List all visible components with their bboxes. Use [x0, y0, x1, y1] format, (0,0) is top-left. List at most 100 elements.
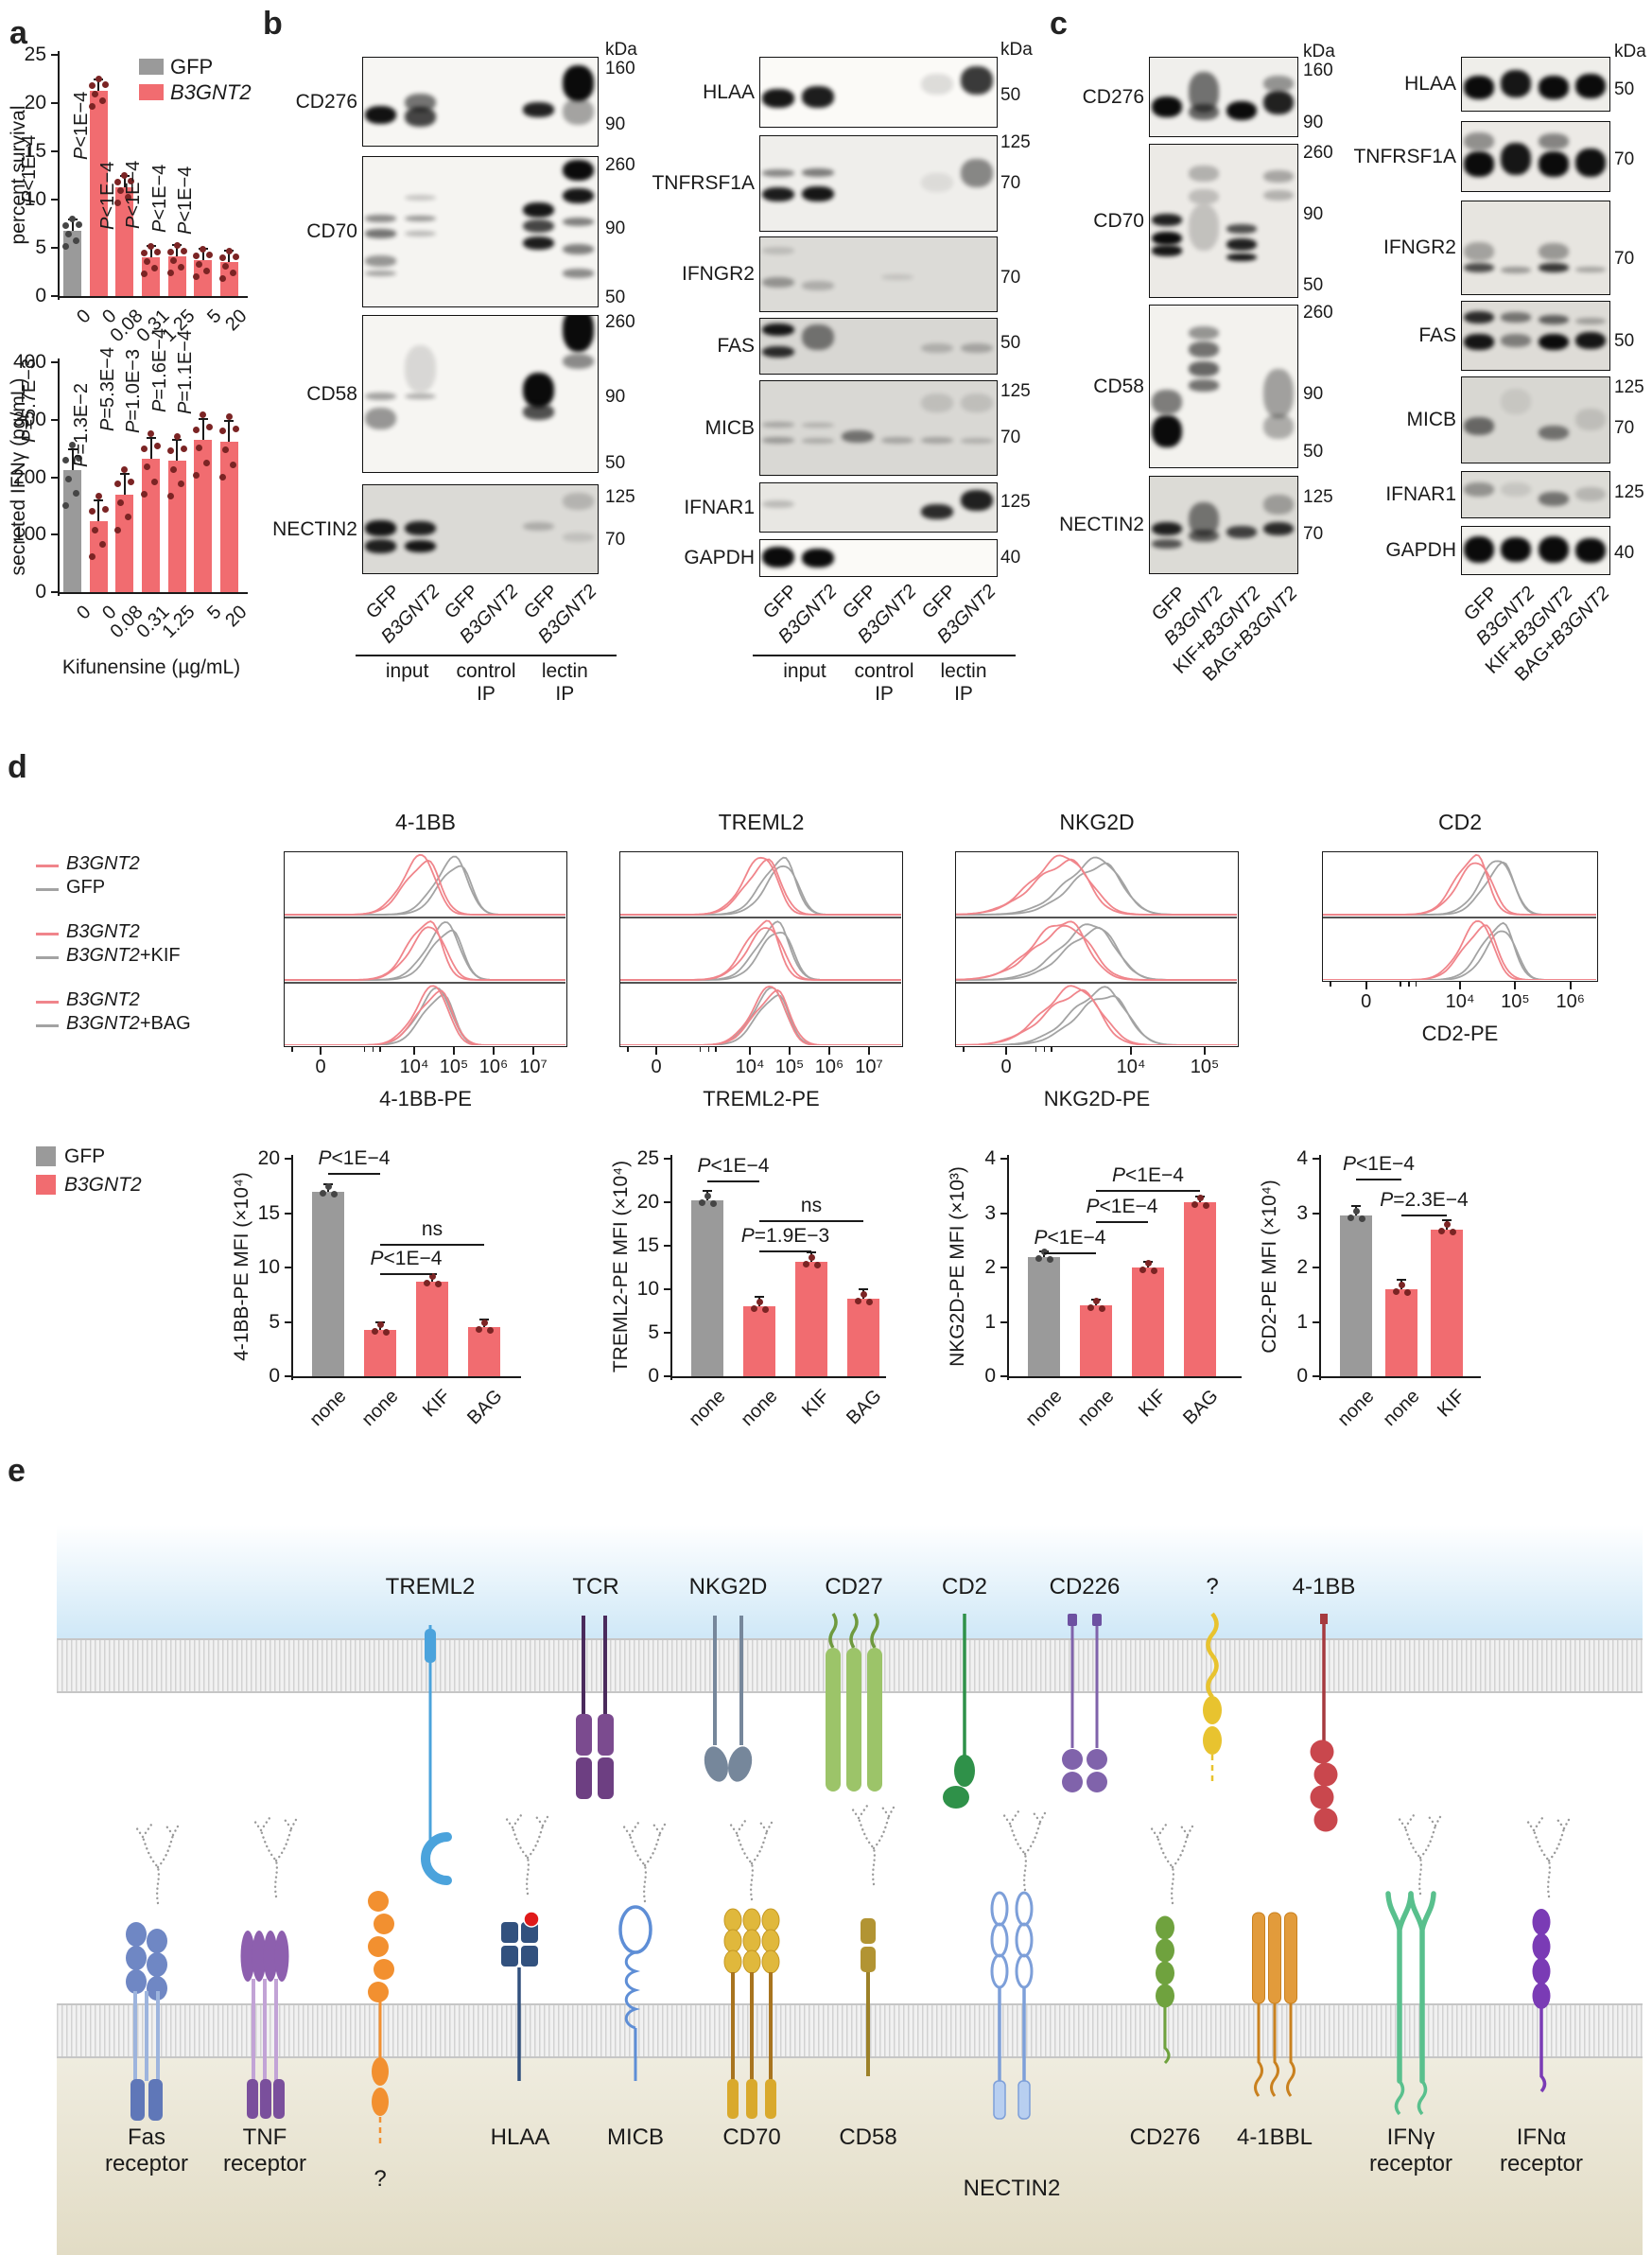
x-tick-label: 0	[651, 1057, 662, 1077]
blot-band	[1151, 538, 1182, 549]
x-minor-tick	[1330, 982, 1331, 987]
data-point	[865, 1298, 873, 1305]
y-tick-label: 0	[648, 1365, 659, 1387]
blot-band	[522, 521, 555, 532]
receptor-label-b41bb: 4-1BB	[1292, 1574, 1356, 1599]
x-axis	[58, 296, 248, 298]
data-point	[76, 454, 83, 462]
data-point	[206, 251, 214, 258]
data-point	[121, 172, 129, 180]
y-tick	[51, 476, 58, 479]
x-tick-label: 10⁵	[439, 1057, 469, 1077]
sig-line	[380, 1273, 432, 1275]
sig-label: P<1E−4	[318, 1147, 391, 1169]
p-value-label: P=5.3E−4	[96, 347, 118, 432]
legend-label: B3GNT2+KIF	[66, 945, 181, 966]
data-point	[225, 412, 233, 420]
y-tick-label: 0	[35, 285, 46, 306]
sig-label: P<1E−4	[1343, 1153, 1415, 1175]
blot-band	[1575, 486, 1607, 501]
bar	[1080, 1305, 1112, 1376]
kda-marker: 90	[605, 114, 626, 135]
data-point	[1358, 1215, 1365, 1222]
blot-band	[1575, 408, 1607, 430]
y-tick-label: 4	[984, 1147, 996, 1169]
y-tick	[664, 1332, 670, 1334]
data-point	[376, 1321, 384, 1329]
error-bar	[149, 438, 152, 460]
blot-band	[1575, 267, 1607, 272]
data-point	[1403, 1288, 1411, 1296]
kda-marker: 40	[1000, 548, 1021, 568]
tcr-glyph	[576, 1616, 614, 1799]
kda-marker: 125	[1000, 381, 1031, 402]
data-point	[1150, 1267, 1157, 1274]
blot-band	[921, 437, 953, 445]
x-axis	[291, 1376, 521, 1378]
x-axis	[670, 1376, 886, 1378]
x-minor-tick	[627, 1047, 629, 1052]
data-point	[117, 187, 125, 195]
blot-band	[1189, 188, 1220, 205]
data-point	[62, 243, 70, 251]
kda-marker: 70	[1000, 427, 1021, 447]
bar	[795, 1262, 827, 1376]
blot-band	[1151, 414, 1182, 448]
legend-line-swatch	[36, 1024, 59, 1027]
y-tick	[285, 1267, 291, 1268]
kda-marker: 260	[605, 154, 635, 175]
blot-band	[1463, 481, 1494, 497]
y-tick	[51, 150, 58, 152]
data-point	[193, 252, 200, 259]
data-point	[166, 446, 174, 454]
blot-band	[802, 168, 834, 178]
error-bar	[228, 251, 231, 263]
data-point	[62, 456, 70, 463]
error-bar-cap	[807, 1251, 816, 1254]
y-tick	[51, 295, 58, 297]
x-minor-tick	[699, 1047, 702, 1052]
kda-marker: 125	[605, 487, 635, 508]
y-axis-label: TREML2-PE MFI (×10⁴)	[610, 1160, 632, 1373]
blot-band	[365, 407, 397, 429]
error-bar	[71, 219, 74, 231]
x-minor-tick	[1043, 1047, 1046, 1052]
panel-label-c: c	[1050, 6, 1068, 42]
blot-label: MICB	[1406, 409, 1457, 430]
p-value-label: P=1.3E−2	[70, 382, 92, 467]
data-point	[114, 481, 122, 488]
panel-label-a: a	[9, 15, 27, 51]
tumor-cell-body	[57, 2058, 1643, 2255]
data-point	[166, 248, 174, 255]
sig-label: ns	[800, 1195, 823, 1216]
ligand-label-ifna: IFNα receptor	[1499, 2124, 1584, 2176]
blot-band	[1538, 491, 1569, 506]
sig-label: P=2.3E−4	[1380, 1189, 1469, 1211]
blot-band	[562, 269, 594, 278]
cd27-glyph	[826, 1613, 882, 1792]
x-axis-title: 4-1BB-PE	[379, 1087, 472, 1110]
blot-band	[1151, 245, 1182, 256]
blot-label: IFNAR1	[684, 496, 755, 518]
y-tick	[51, 247, 58, 249]
bar	[89, 90, 108, 296]
kda-marker: 125	[1614, 376, 1644, 397]
bar	[416, 1281, 448, 1376]
legend-label: B3GNT2	[64, 1174, 142, 1196]
y-tick-label: 20	[257, 1147, 280, 1169]
blot-band	[562, 316, 594, 353]
ligand-label-nectin2: NECTIN2	[963, 2176, 1061, 2201]
blot-label: NECTIN2	[1059, 514, 1144, 535]
sig-line	[759, 1220, 863, 1222]
error-bar-cap	[119, 472, 130, 475]
y-tick-label: 15	[24, 140, 46, 162]
data-point	[193, 426, 200, 433]
bar	[1028, 1256, 1060, 1376]
data-point	[114, 179, 122, 186]
data-point	[65, 475, 73, 482]
flow-histogram-flow_nkg2d	[955, 851, 1239, 1047]
data-point	[330, 1191, 338, 1197]
data-point	[73, 237, 80, 245]
blot-fas	[759, 318, 998, 375]
x-tick-label: 10⁴	[1445, 991, 1475, 1012]
